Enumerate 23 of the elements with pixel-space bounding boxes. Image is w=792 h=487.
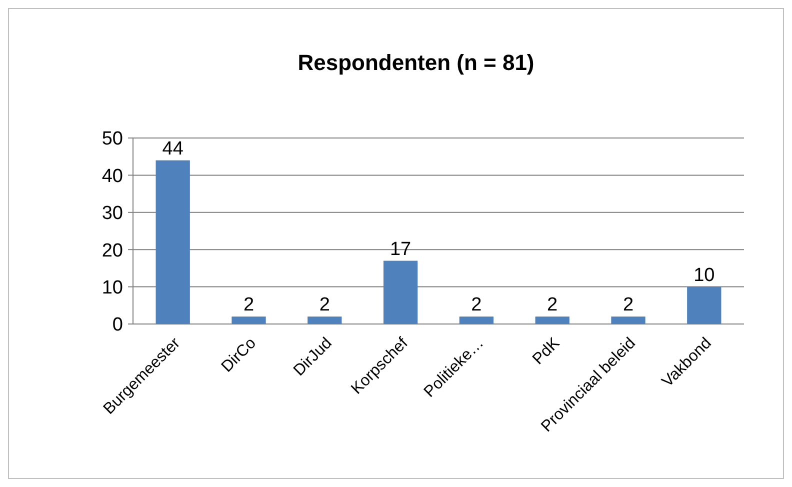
y-tick-label: 50 (102, 128, 123, 150)
data-label: 2 (547, 294, 558, 316)
data-label: 17 (390, 238, 412, 260)
y-tick-label: 20 (102, 240, 123, 262)
data-label: 2 (471, 294, 482, 316)
bar (611, 316, 646, 324)
bar (156, 160, 190, 324)
y-tick-label: 30 (102, 203, 123, 224)
data-label: 2 (622, 294, 634, 316)
bar (383, 260, 418, 324)
bar (459, 316, 494, 324)
y-tick-label: 0 (112, 314, 123, 336)
bar (535, 316, 570, 324)
y-tick-label: 40 (102, 166, 123, 187)
bar (687, 286, 722, 324)
bar (308, 316, 342, 324)
y-tick-label: 10 (102, 277, 123, 298)
data-label: 2 (243, 294, 254, 316)
data-label: 2 (319, 294, 330, 316)
bar (232, 316, 266, 324)
data-label: 10 (694, 264, 715, 286)
data-label: 44 (162, 138, 184, 160)
chart-title: Respondenten (n = 81) (298, 50, 534, 75)
